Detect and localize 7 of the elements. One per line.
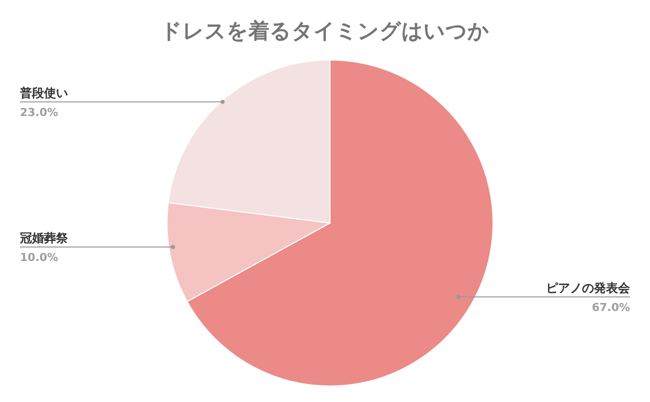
- data-label: 67.0%: [592, 300, 630, 314]
- slice-label: ピアノの発表会: [546, 280, 631, 295]
- chart-title: ドレスを着るタイミングはいつか: [160, 19, 490, 43]
- data-label: 10.0%: [20, 251, 58, 264]
- slice-label: 普段使い: [19, 86, 68, 100]
- slice-label: 冠婚葬祭: [19, 231, 69, 246]
- data-label: 23.0%: [20, 106, 58, 119]
